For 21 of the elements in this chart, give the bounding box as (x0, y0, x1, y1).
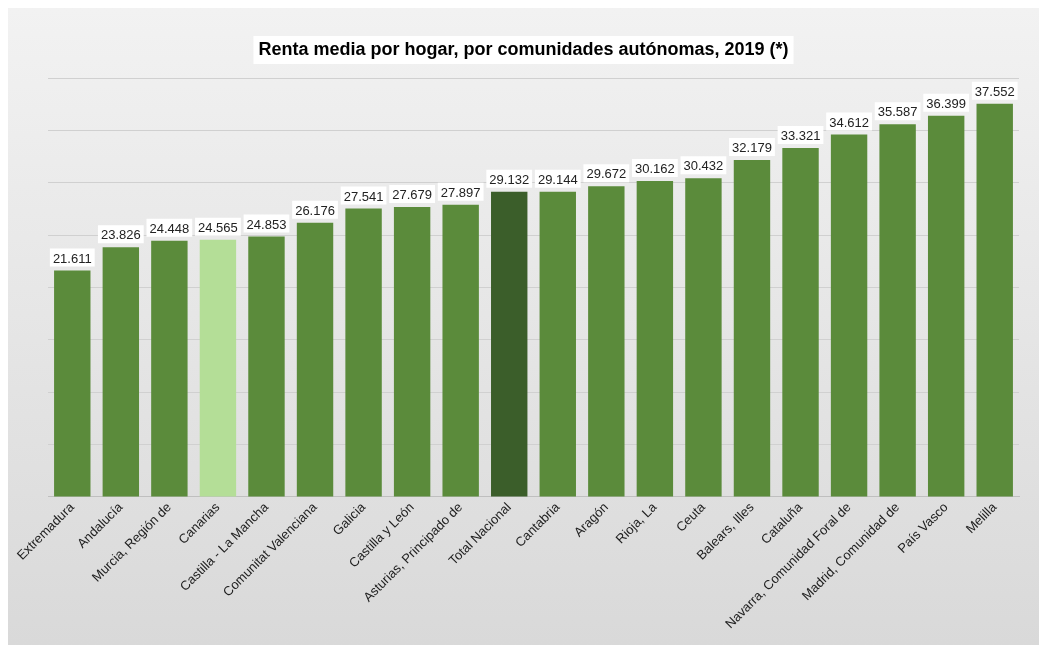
data-label: 35.587 (877, 104, 918, 120)
data-label: 27.679 (392, 187, 433, 203)
data-label: 37.552 (974, 83, 1015, 99)
data-label: 32.179 (732, 139, 772, 155)
data-label: 27.541 (343, 188, 384, 204)
data-label: 29.672 (586, 166, 627, 182)
data-label: 29.132 (489, 171, 530, 187)
data-label: 24.448 (149, 220, 190, 236)
data-label: 23.826 (100, 227, 141, 243)
data-label: 24.853 (246, 216, 287, 232)
data-label: 30.432 (683, 158, 724, 174)
data-label: 34.612 (829, 114, 869, 130)
data-label: 27.897 (440, 184, 481, 200)
data-label: 29.144 (537, 171, 578, 187)
data-label: 26.176 (295, 202, 335, 218)
data-label: 30.162 (634, 161, 675, 177)
data-label: 21.611 (52, 250, 92, 266)
data-label: 24.565 (198, 219, 238, 235)
data-label: 33.321 (780, 128, 821, 144)
data-label: 36.399 (926, 95, 967, 111)
chart-title: Renta media por hogar, por comunidades autónomas, 2019 (*) (258, 38, 789, 59)
